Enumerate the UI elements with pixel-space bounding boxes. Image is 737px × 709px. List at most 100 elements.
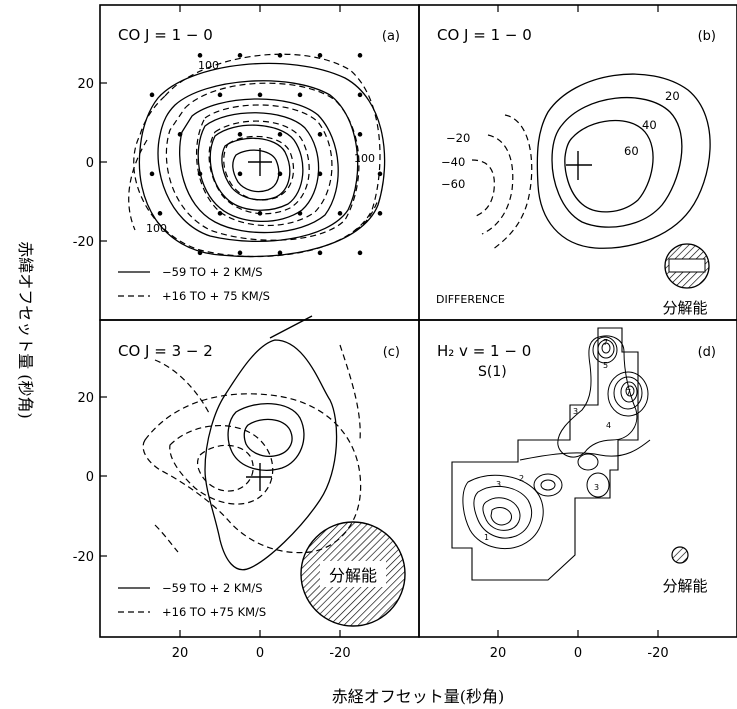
- contour-dashed: [354, 199, 379, 231]
- x-axis-title: 赤経オフセット量(秒角): [332, 687, 505, 706]
- panel-c: CO J = 3 − 2 (c) −59 TO + 2 KM/S +16 TO …: [118, 315, 406, 627]
- sample-point: [277, 250, 283, 256]
- contour-solid: [221, 137, 291, 201]
- panel-b-negative-contours: [471, 114, 533, 251]
- panel-b: CO J = 1 − 0 (b) 20 40 60 −20 −40 −60 DI…: [436, 26, 716, 317]
- sample-point: [317, 250, 323, 256]
- panel-a-solid-contours: [138, 62, 386, 258]
- contour-solid: [564, 119, 654, 213]
- contour-solid: [519, 439, 651, 461]
- y-tick-label: 0: [86, 470, 94, 485]
- contour-label: 100: [354, 152, 375, 165]
- contour-label: 3: [496, 480, 501, 489]
- legend-label: +16 TO +75 KM/S: [162, 605, 266, 619]
- contour-solid: [551, 96, 683, 228]
- contour-solid: [473, 485, 532, 539]
- contour-label: 100: [198, 59, 219, 72]
- contour-label: 4: [606, 421, 611, 430]
- sample-points: [149, 53, 383, 256]
- panel-c-dashed-contours: [142, 344, 362, 554]
- y-tick-label: 0: [86, 156, 94, 171]
- panel-c-title: CO J = 3 − 2: [118, 342, 213, 360]
- panel-d-subtitle: S(1): [478, 364, 507, 380]
- panel-b-resolution-beam: [664, 243, 710, 289]
- panel-b-label: (b): [698, 29, 716, 44]
- x-tick-label: 0: [256, 646, 264, 661]
- sample-point: [357, 92, 363, 98]
- sample-point: [237, 250, 243, 256]
- sample-point: [237, 132, 243, 137]
- x-tick-label: 20: [172, 646, 189, 661]
- panel-d: H₂ v = 1 − 0 S(1) (d) 2 3 4: [437, 327, 716, 595]
- contour-solid: [490, 506, 512, 526]
- panel-d-title: H₂ v = 1 − 0: [437, 342, 531, 360]
- contour-label: −20: [446, 131, 470, 145]
- contour-dashed: [142, 393, 362, 554]
- contour-solid: [620, 381, 638, 403]
- contour-label: 7: [603, 338, 608, 347]
- panel-d-resolution-beam: [671, 546, 689, 564]
- sample-point: [149, 92, 155, 98]
- contour-solid: [586, 472, 610, 498]
- contour-label: −60: [441, 177, 465, 191]
- contour-solid: [204, 339, 338, 571]
- resolution-label: 分解能: [662, 299, 707, 317]
- contour-solid: [533, 473, 563, 497]
- panel-b-center-cross: [566, 151, 592, 180]
- survey-boundary: [451, 327, 639, 581]
- contour-solid: [197, 112, 320, 223]
- panel-c-resolution-beam: [300, 521, 406, 627]
- sample-point: [237, 171, 243, 177]
- contour-solid: [601, 342, 611, 354]
- y-axis-title: 赤緯オフセット量 (秒角): [16, 241, 35, 419]
- panel-a-title: CO J = 1 − 0: [118, 26, 213, 44]
- panel-a: CO J = 1 − 0 (a): [118, 26, 400, 303]
- contour-dashed: [165, 82, 360, 241]
- resolution-label: 分解能: [662, 577, 707, 595]
- contour-dashed: [196, 444, 254, 492]
- panel-d-label: (d): [698, 345, 716, 360]
- panel-c-label: (c): [383, 345, 400, 360]
- contour-label: 1: [484, 533, 489, 542]
- sample-point: [217, 92, 223, 98]
- y-tick-label: -20: [73, 550, 94, 565]
- x-tick-label: 0: [574, 646, 582, 661]
- contour-solid: [557, 335, 638, 458]
- panel-c-center-cross: [246, 463, 272, 491]
- contour-dashed: [133, 53, 381, 258]
- sample-point: [357, 250, 363, 256]
- sample-point: [377, 211, 383, 216]
- contour-label: 5: [603, 361, 608, 370]
- sample-point: [197, 53, 203, 58]
- panel-a-legend: −59 TO + 2 KM/S +16 TO + 75 KM/S: [118, 265, 270, 303]
- legend-label: +16 TO + 75 KM/S: [162, 289, 270, 303]
- contour-solid: [597, 339, 615, 359]
- sample-point: [317, 53, 323, 58]
- contour-label: 60: [624, 144, 639, 158]
- x-tick-label: -20: [647, 646, 668, 661]
- contour-solid: [540, 479, 556, 491]
- contour-label: 100: [146, 222, 167, 235]
- contour-label: 3: [573, 407, 578, 416]
- contour-label: 7: [626, 388, 631, 397]
- sample-point: [317, 132, 323, 137]
- resolution-label: 分解能: [329, 566, 377, 585]
- contour-solid: [138, 62, 386, 258]
- sample-point: [297, 92, 303, 98]
- contour-label: 20: [665, 89, 680, 103]
- y-tick-label: -20: [73, 235, 94, 250]
- contour-solid: [613, 376, 643, 410]
- sample-point: [277, 132, 283, 137]
- contour-label: −40: [441, 155, 465, 169]
- contour-dashed: [491, 114, 533, 251]
- contour-solid: [482, 497, 521, 531]
- sample-point: [237, 53, 243, 58]
- contour-dashed: [481, 134, 514, 235]
- contour-solid: [243, 418, 293, 458]
- contour-solid: [209, 124, 304, 211]
- sample-point: [149, 171, 155, 177]
- contour-solid: [269, 315, 313, 339]
- contour-solid: [157, 80, 359, 242]
- panel-a-center-cross: [248, 148, 272, 176]
